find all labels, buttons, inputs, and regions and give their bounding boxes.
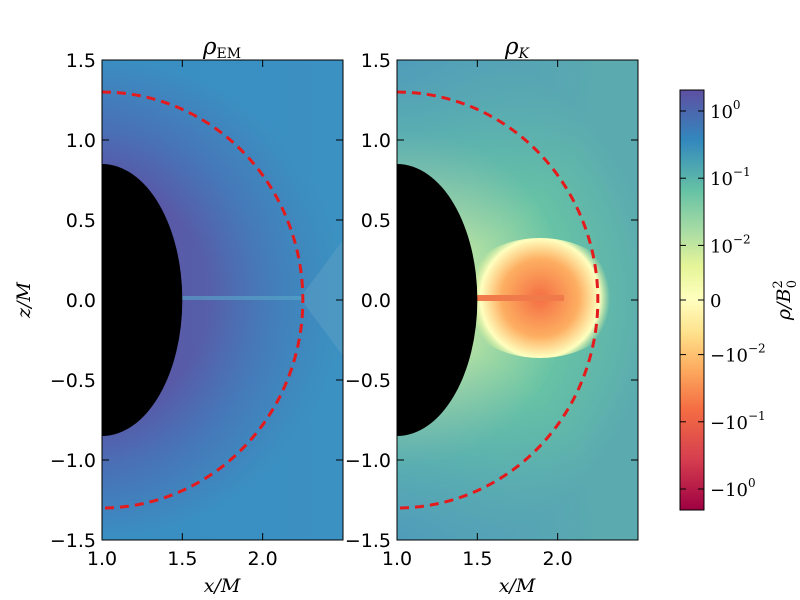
panel-k-ytick-label: 1.5	[361, 50, 391, 72]
panel-k-xtick-label: 2.0	[543, 548, 573, 570]
colorbar: 100 10−1 10−2 0 −10−2 −10−1 −100 ρ/B20	[679, 89, 800, 511]
panel-k-ytick-label: −1.5	[345, 530, 391, 552]
panel-k-equatorial-streak	[476, 295, 564, 301]
colorbar-tick-label: −10−1	[710, 409, 766, 434]
panel-k-ytick-label: 0.5	[361, 210, 391, 232]
panel-em-title: ρEM	[202, 34, 241, 62]
panel-em-ytick-label: −1.5	[50, 530, 96, 552]
panel-k-xlabel: x/M	[499, 575, 536, 597]
panel-em-ytick-label: 1.0	[66, 130, 96, 152]
colorbar-label: ρ/B20	[771, 280, 800, 321]
panel-em-xtick-label: 2.0	[248, 548, 278, 570]
panel-em-ylabel: z/M	[13, 282, 35, 319]
panel-em-ytick-label: −1.0	[50, 450, 96, 472]
panel-em: 1.0 1.5 2.0 1.5 1.0 0.5 0.0 −0.5 −1.0 −1.5 ρEM x/…	[13, 34, 344, 597]
panel-k-ytick-label: −0.5	[345, 370, 391, 392]
panel-k-xtick-label: 1.0	[382, 548, 412, 570]
panel-em-current-sheet	[300, 240, 343, 356]
panel-em-xlabel: x/M	[204, 575, 241, 597]
panel-k-ytick-label: −1.0	[345, 450, 391, 472]
panel-k-title: ρK	[504, 34, 531, 62]
colorbar-tick-label: −10−2	[710, 342, 766, 367]
panel-em-ytick-label: 0.5	[66, 210, 96, 232]
panel-k: 1.0 1.5 2.0 1.5 1.0 0.5 0.0 −0.5 −1.0 −1.5 ρK x/M	[345, 34, 639, 597]
panel-k-horizon	[397, 164, 478, 436]
panel-em-ytick-label: −0.5	[50, 370, 96, 392]
panel-em-ergosphere-dashed	[102, 90, 305, 510]
panel-em-equatorial-streak	[182, 296, 302, 300]
colorbar-tick-label: −100	[710, 476, 756, 501]
panel-em-ytick-label: 1.5	[66, 50, 96, 72]
panel-em-ytick-label: 0.0	[66, 290, 96, 312]
colorbar-tick-label: 10−2	[710, 232, 751, 257]
panel-k-ytick-label: 1.0	[361, 130, 391, 152]
colorbar-tick-label: 10−1	[710, 165, 751, 190]
panel-k-ytick-label: 0.0	[361, 290, 391, 312]
panel-k-ergosphere-dashed	[397, 90, 600, 510]
colorbar-tick-label: 100	[710, 98, 741, 123]
panel-k-xtick-label: 1.5	[462, 548, 492, 570]
panel-em-horizon	[102, 164, 183, 436]
panel-em-xtick-label: 1.0	[87, 548, 117, 570]
panel-em-xtick-label: 1.5	[167, 548, 197, 570]
colorbar-tick-label: 0	[710, 291, 721, 312]
